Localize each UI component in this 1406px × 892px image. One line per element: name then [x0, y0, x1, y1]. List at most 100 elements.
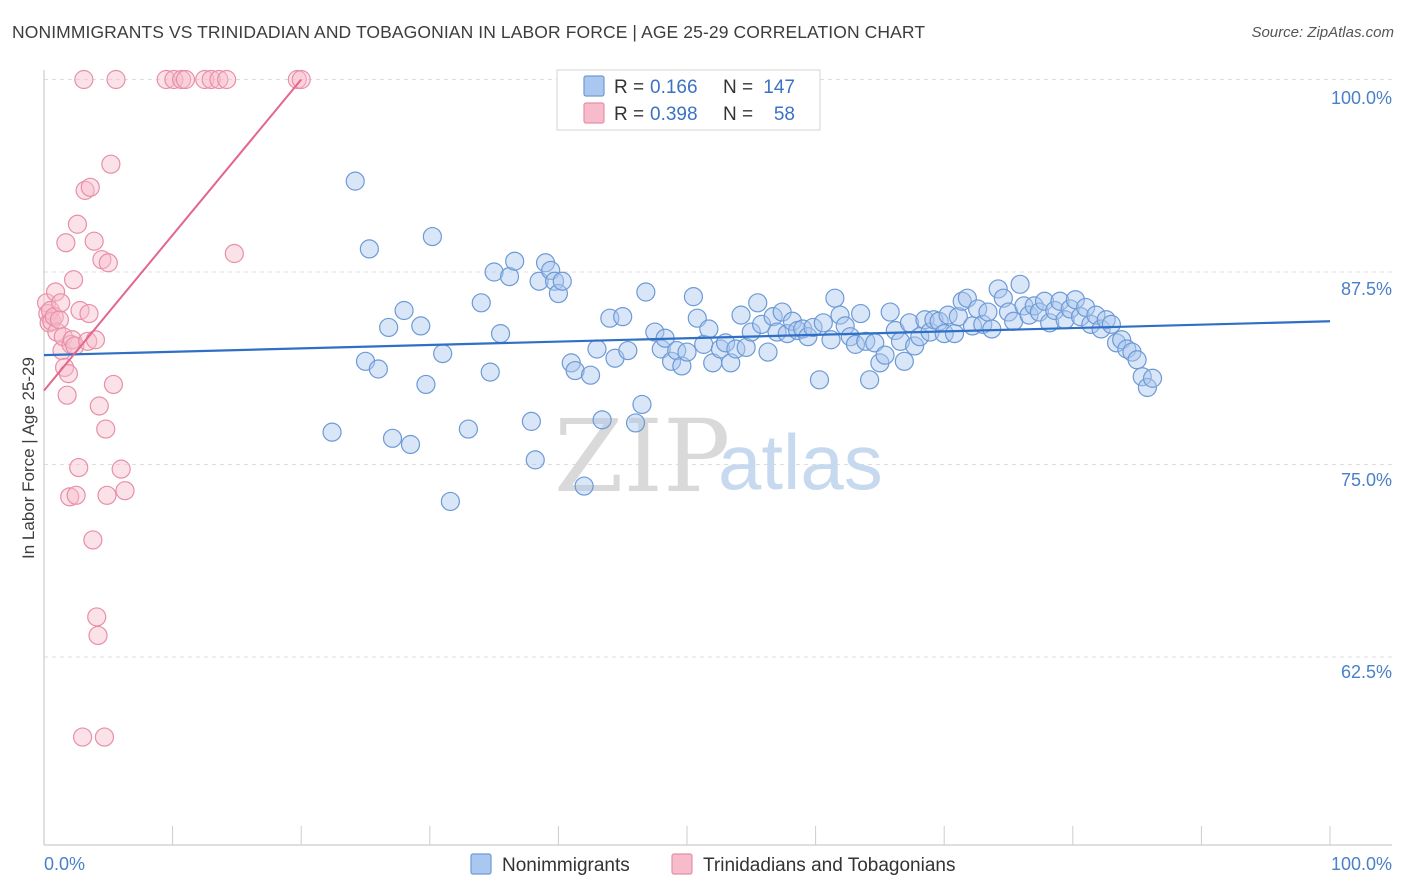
data-point-nonimmigrants — [798, 327, 818, 347]
data-point-nonimmigrants — [565, 360, 585, 381]
legend-n-label: N = — [723, 77, 753, 98]
data-point-nonimmigrants — [710, 339, 731, 359]
data-point-trinidadians — [209, 69, 229, 90]
legend-r-label: R = — [614, 77, 644, 98]
data-point-nonimmigrants — [368, 359, 388, 379]
data-point-nonimmigrants — [544, 271, 565, 291]
data-point-nonimmigrants — [651, 339, 671, 359]
data-point-nonimmigrants — [860, 370, 880, 390]
data-point-nonimmigrants — [1024, 296, 1044, 316]
data-point-nonimmigrants — [809, 370, 830, 390]
data-point-nonimmigrants — [580, 365, 601, 385]
data-point-nonimmigrants — [1060, 299, 1080, 319]
data-point-trinidadians — [101, 154, 121, 174]
x-axis-ticks — [43, 826, 1331, 845]
data-point-trinidadians — [195, 69, 215, 90]
data-point-trinidadians — [83, 530, 103, 550]
data-point-nonimmigrants — [382, 428, 403, 448]
data-point-nonimmigrants — [973, 314, 993, 334]
data-point-nonimmigrants — [988, 279, 1008, 299]
y-tick-label: 100.0% — [1331, 88, 1392, 108]
data-point-nonimmigrants — [1142, 368, 1163, 388]
data-point-nonimmigrants — [948, 307, 968, 327]
data-point-nonimmigrants — [830, 305, 850, 325]
data-point-nonimmigrants — [1101, 314, 1121, 334]
data-point-trinidadians — [164, 69, 184, 90]
data-point-nonimmigrants — [803, 317, 823, 338]
data-point-trinidadians — [49, 310, 70, 330]
bottom-legend-label-trinidadians: Trinidadians and Tobagonians — [703, 855, 955, 876]
y-tick-label: 87.5% — [1341, 279, 1392, 299]
data-point-nonimmigrants — [613, 307, 633, 327]
bottom-legend: Nonimmigrants Trinidadians and Tobagonia… — [470, 853, 955, 876]
data-point-nonimmigrants — [905, 336, 925, 356]
data-point-nonimmigrants — [574, 476, 594, 496]
data-point-nonimmigrants — [748, 293, 768, 313]
data-point-nonimmigrants — [699, 319, 719, 339]
data-point-trinidadians — [84, 231, 104, 251]
data-point-nonimmigrants — [416, 374, 436, 395]
data-point-trinidadians — [63, 270, 84, 290]
data-point-trinidadians — [89, 396, 109, 416]
data-point-trinidadians — [79, 303, 99, 324]
data-point-trinidadians — [72, 727, 93, 747]
data-point-nonimmigrants — [394, 300, 414, 321]
data-point-trinidadians — [217, 69, 237, 90]
data-point-nonimmigrants — [1137, 377, 1157, 398]
data-point-nonimmigrants — [934, 324, 954, 344]
data-point-nonimmigrants — [944, 324, 965, 344]
data-point-nonimmigrants — [667, 340, 687, 361]
data-point-nonimmigrants — [471, 293, 491, 313]
y-tick-labels: 100.0% 87.5% 75.0% 62.5% — [1331, 88, 1392, 682]
data-point-nonimmigrants — [592, 410, 612, 430]
data-point-nonimmigrants — [552, 271, 572, 291]
trend-line-nonimmigrants — [43, 320, 1331, 357]
legend-n-value: 147 — [763, 77, 795, 98]
data-point-nonimmigrants — [625, 413, 646, 433]
data-point-nonimmigrants — [433, 344, 453, 364]
data-point-nonimmigrants — [525, 450, 545, 470]
data-point-trinidadians — [156, 69, 176, 90]
data-point-nonimmigrants — [1091, 319, 1111, 339]
series-trinidadians — [36, 69, 311, 747]
data-point-trinidadians — [45, 282, 66, 302]
data-point-trinidadians — [85, 330, 106, 350]
data-point-nonimmigrants — [422, 226, 442, 247]
legend-swatch-nonimmigrants — [583, 75, 605, 97]
data-point-nonimmigrants — [782, 311, 803, 331]
data-point-nonimmigrants — [938, 305, 958, 325]
legend-r-value: 0.398 — [650, 104, 698, 125]
data-point-nonimmigrants — [1010, 274, 1030, 294]
data-point-nonimmigrants — [763, 307, 783, 327]
chart-title: NONIMMIGRANTS VS TRINIDADIAN AND TOBAGON… — [12, 22, 926, 42]
bottom-legend-swatch-trinidadians — [671, 853, 693, 875]
data-point-trinidadians — [224, 243, 244, 264]
data-point-trinidadians — [94, 727, 115, 747]
data-point-nonimmigrants — [683, 287, 704, 307]
data-point-trinidadians — [80, 177, 100, 197]
data-point-nonimmigrants — [758, 342, 778, 362]
data-point-nonimmigrants — [1112, 330, 1132, 350]
legend-box: R = 0.166 N = 147 R = 0.398 N = 58 — [556, 69, 821, 131]
bottom-legend-label-nonimmigrants: Nonimmigrants — [502, 855, 630, 876]
data-point-nonimmigrants — [636, 282, 656, 302]
data-point-nonimmigrants — [894, 351, 914, 371]
trend-line-trinidadians — [43, 78, 302, 392]
data-point-nonimmigrants — [645, 322, 665, 342]
data-point-nonimmigrants — [440, 491, 460, 512]
data-point-trinidadians — [106, 69, 126, 90]
data-point-nonimmigrants — [499, 267, 520, 287]
data-point-nonimmigrants — [813, 313, 833, 333]
data-point-trinidadians — [67, 214, 88, 234]
data-point-trinidadians — [201, 69, 221, 90]
data-point-trinidadians — [75, 180, 95, 200]
data-point-nonimmigrants — [1081, 314, 1101, 334]
data-point-trinidadians — [96, 419, 116, 439]
data-point-trinidadians — [88, 625, 108, 646]
data-point-trinidadians — [69, 457, 89, 478]
data-point-nonimmigrants — [952, 291, 972, 311]
data-point-nonimmigrants — [458, 419, 478, 439]
data-point-nonimmigrants — [880, 302, 900, 322]
data-point-trinidadians — [103, 374, 124, 395]
